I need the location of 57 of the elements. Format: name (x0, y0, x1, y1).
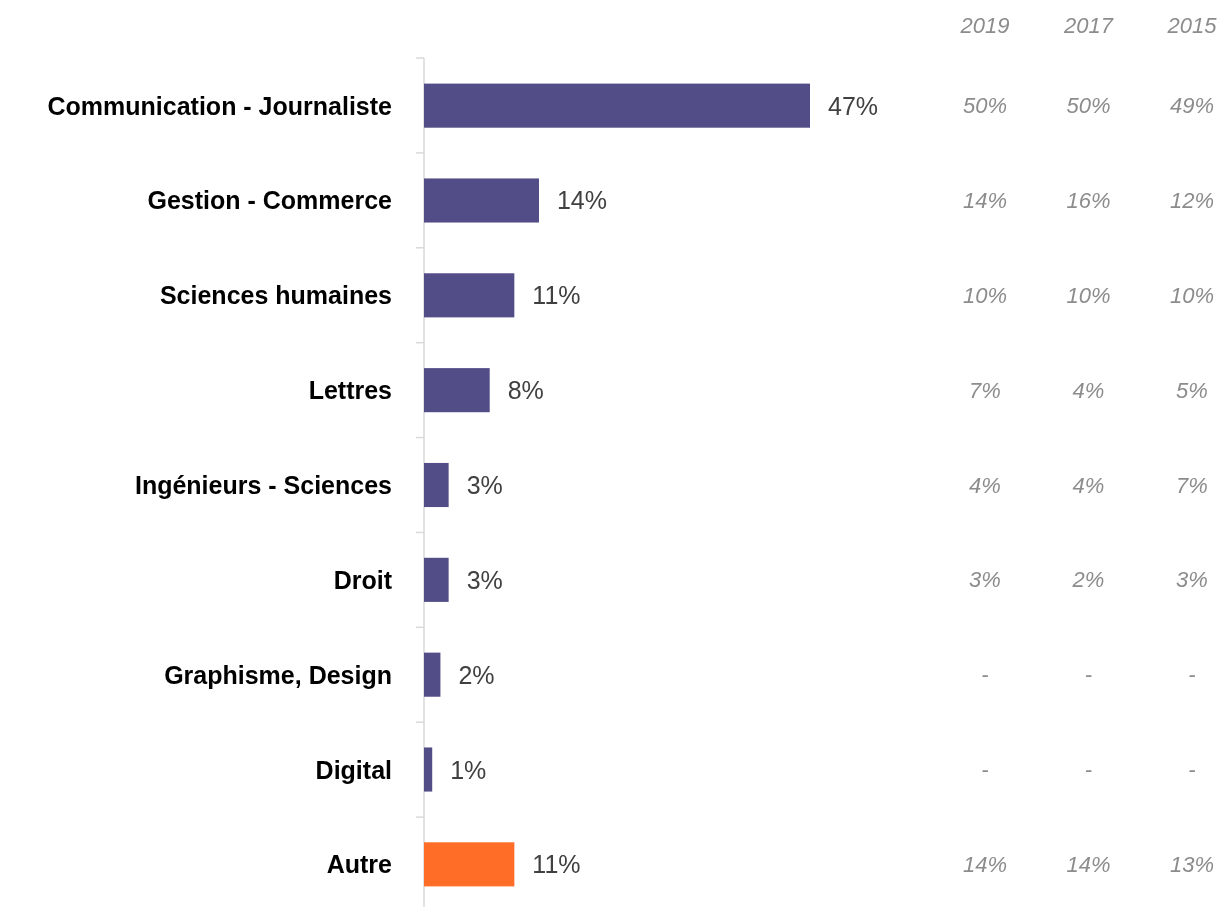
y-tick-label: Lettres (308, 376, 392, 405)
y-tick-label: Digital (315, 755, 392, 784)
data-label: 2% (458, 660, 495, 689)
text: 13% (1169, 852, 1215, 878)
data-label: 8% (507, 376, 544, 405)
bar (424, 273, 515, 318)
y-tick-label: Sciences humaines (159, 281, 392, 310)
text: 4% (1072, 377, 1105, 403)
text: - (1188, 662, 1196, 688)
category-label: 2019 (959, 12, 1010, 38)
y-tick-label: Gestion - Commerce (147, 186, 393, 215)
text: 50% (962, 92, 1008, 118)
data-label: 1% (450, 755, 487, 784)
text: 16% (1066, 187, 1111, 213)
data-label: 11% (532, 850, 581, 879)
text: 14% (1066, 852, 1111, 878)
text: 14% (962, 852, 1008, 878)
text: 7% (969, 377, 1001, 403)
text: 10% (1169, 282, 1215, 308)
data-label: 47% (828, 91, 879, 120)
data-label: 3% (466, 471, 503, 499)
y-tick-label: Graphisme, Design (164, 660, 392, 689)
y-tick-label: Ingénieurs - Sciences (134, 471, 392, 499)
bar (424, 368, 490, 413)
text: - (1084, 662, 1093, 688)
text: - (1188, 757, 1196, 783)
text: 14% (962, 187, 1008, 213)
text: 12% (1169, 187, 1215, 213)
y-tick-label: Droit (333, 565, 393, 594)
text: 2% (1072, 567, 1105, 593)
data-label: 3% (466, 565, 503, 594)
text: - (981, 757, 989, 783)
text: 50% (1066, 92, 1111, 118)
category-label: 2015 (1166, 12, 1218, 38)
y-tick-label: Autre (326, 850, 393, 879)
data-label: 14% (556, 186, 608, 215)
bar (424, 747, 433, 792)
text: 10% (1066, 282, 1111, 308)
text: - (1084, 757, 1093, 783)
text: 10% (962, 282, 1008, 308)
data-label: 11% (532, 281, 581, 310)
text: 5% (1176, 377, 1208, 403)
text: 49% (1169, 92, 1215, 118)
y-tick-label: Communication - Journaliste (47, 91, 393, 120)
bar (424, 557, 449, 602)
text: 4% (1072, 472, 1105, 498)
text: 3% (969, 567, 1001, 593)
bar (424, 178, 539, 223)
text: 7% (1176, 472, 1208, 498)
text: - (981, 662, 989, 688)
category-label: 2017 (1063, 12, 1114, 38)
text: 4% (969, 472, 1001, 498)
text: 3% (1176, 567, 1208, 593)
bar (424, 83, 810, 128)
bar (424, 652, 441, 697)
bar (424, 842, 515, 887)
bar (424, 462, 449, 508)
